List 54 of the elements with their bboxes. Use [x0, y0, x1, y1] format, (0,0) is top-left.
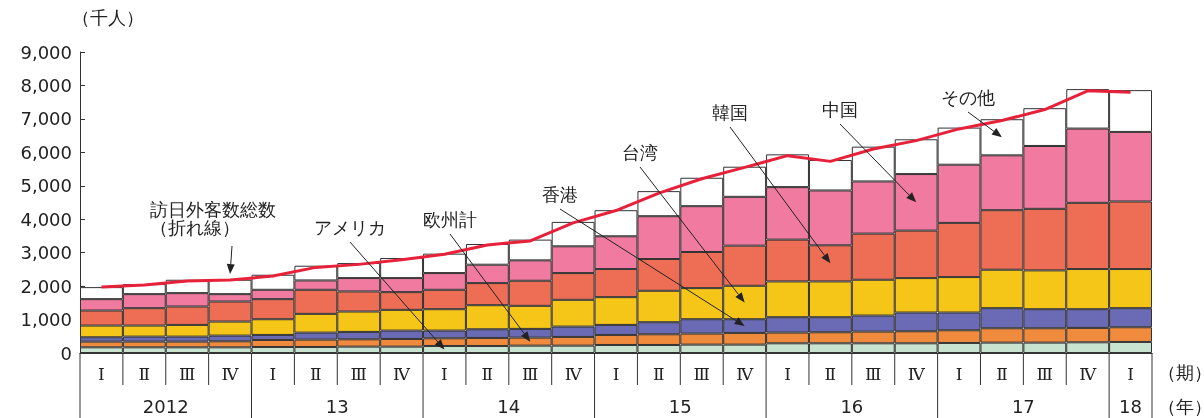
x-tick-label: Ⅲ: [179, 363, 196, 384]
text: 14: [497, 395, 521, 417]
y-tick-label: 7,000: [20, 108, 72, 130]
text: 欧州計: [423, 208, 477, 230]
text: アメリカ: [314, 216, 386, 238]
text: （年）: [1158, 395, 1204, 417]
text: 13: [325, 395, 349, 417]
x-tick-label: Ⅰ: [955, 363, 963, 384]
x-tick-label: Ⅱ: [138, 363, 151, 384]
text: 2012: [142, 395, 189, 417]
y-tick-label: 8,000: [20, 74, 72, 96]
x-tick-label: Ⅳ: [736, 363, 755, 384]
x-tick-label: Ⅳ: [564, 363, 583, 384]
x-tick-label: Ⅰ: [441, 363, 448, 384]
text: 香港: [542, 183, 578, 205]
y-tick-label: 0: [60, 342, 72, 364]
x-axis-title: （期）: [1158, 361, 1204, 383]
y-tick-label: 2,000: [20, 275, 72, 297]
text: 17: [1011, 395, 1035, 417]
text: 中国: [822, 98, 858, 120]
x-tick-label: Ⅰ: [612, 363, 620, 384]
text: 訪日外客数総数（折れ線）: [150, 198, 276, 238]
x-tick-label: Ⅱ: [653, 363, 665, 384]
y-tick-label: 6,000: [20, 141, 72, 163]
x-tick-label: Ⅰ: [269, 363, 277, 384]
text: 15: [668, 395, 692, 417]
y-axis-title: （千人）: [72, 6, 144, 28]
text: 18: [1119, 395, 1143, 417]
x-tick-label: Ⅱ: [824, 363, 837, 384]
x-tick-label: Ⅳ: [393, 363, 412, 384]
x-tick-label: Ⅲ: [522, 363, 539, 384]
x-tick-label: Ⅰ: [1127, 363, 1134, 384]
y-tick-label: 5,000: [20, 175, 72, 197]
x-tick-label: Ⅳ: [1079, 363, 1098, 384]
x-tick-label: Ⅳ: [221, 363, 240, 384]
line-series: [99, 89, 1133, 289]
series-label: その他: [941, 86, 995, 108]
x-tick-label: Ⅲ: [350, 363, 367, 384]
y-tick-label: 9,000: [20, 41, 72, 63]
y-tick-label: 1,000: [20, 309, 72, 331]
text: 韓国: [712, 101, 748, 123]
x-tick-label: Ⅰ: [784, 363, 791, 384]
text: 16: [840, 395, 864, 417]
y-tick-label: 3,000: [20, 242, 72, 264]
x-tick-label: Ⅲ: [1036, 363, 1053, 384]
x-tick-label: Ⅱ: [996, 363, 1008, 384]
x-tick-label: Ⅲ: [865, 363, 882, 384]
x-tick-label: Ⅱ: [481, 363, 494, 384]
y-tick-label: 4,000: [20, 208, 72, 230]
x-tick-label: Ⅰ: [98, 363, 105, 384]
text: 台湾: [622, 141, 658, 163]
x-tick-label: Ⅳ: [907, 363, 926, 384]
x-tick-label: Ⅱ: [310, 363, 322, 384]
x-tick-label: Ⅲ: [693, 363, 710, 384]
